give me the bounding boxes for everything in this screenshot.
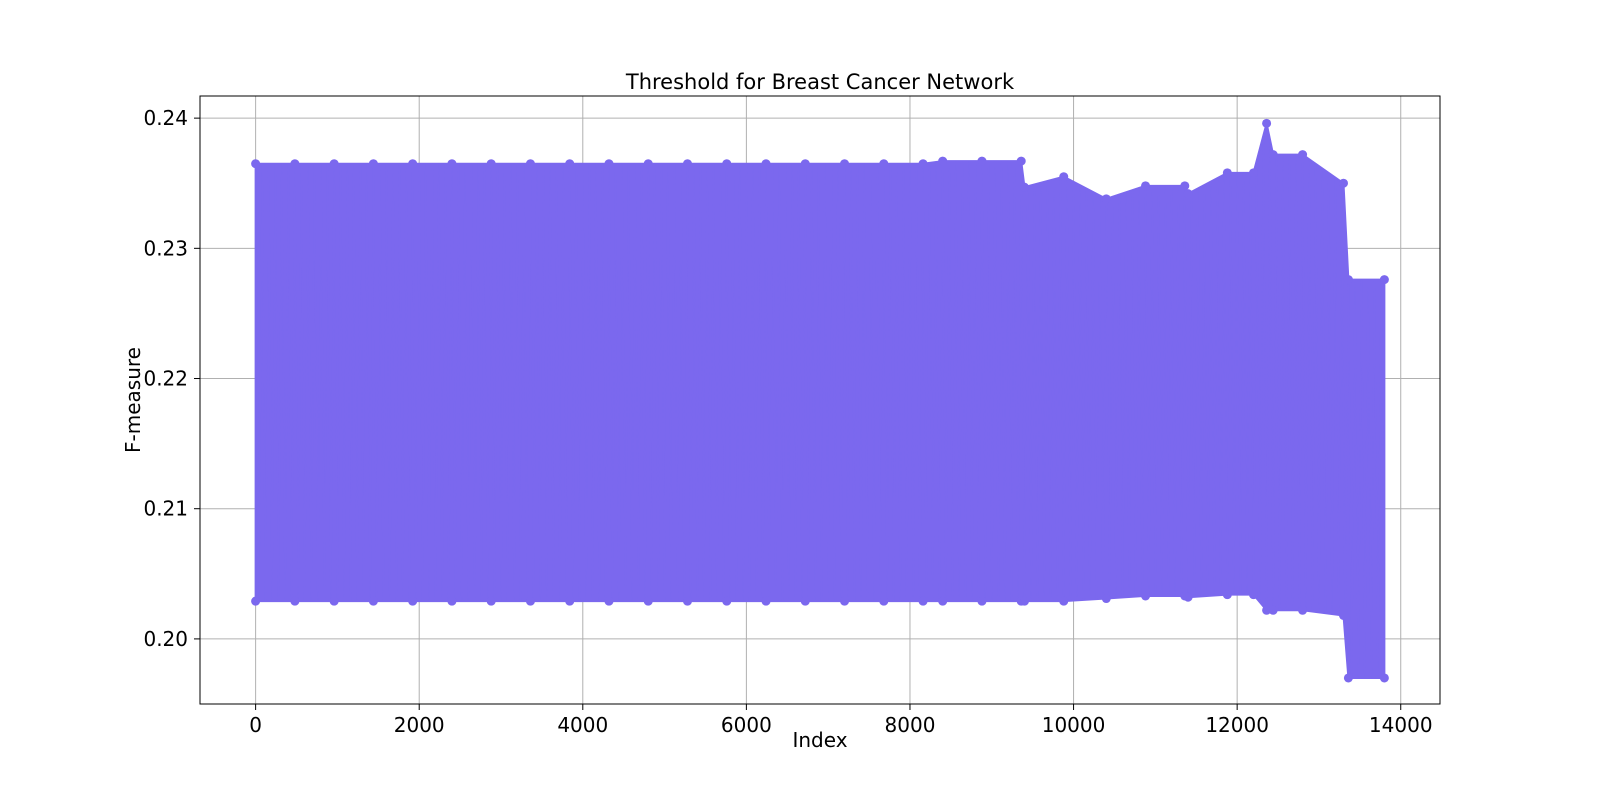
series-point-min (251, 596, 261, 606)
series-point-max (682, 159, 692, 169)
series-point-max (1262, 118, 1272, 128)
y-tick-label: 0.22 (143, 367, 188, 391)
series-point-min (761, 596, 771, 606)
series-line (254, 135, 1386, 678)
series-point-min (525, 596, 535, 606)
series-point-max (1343, 275, 1353, 285)
series-point-max (447, 159, 457, 169)
series-point-max (368, 159, 378, 169)
series-point-max (329, 159, 339, 169)
series-point-max (977, 156, 987, 166)
series-point-max (1379, 275, 1389, 285)
series-point-min (329, 596, 339, 606)
series-point-max (722, 159, 732, 169)
series-point-max (486, 159, 496, 169)
series-point-min (879, 596, 889, 606)
x-axis-label: Index (792, 728, 847, 752)
series-point-min (938, 596, 948, 606)
series-point-max (1059, 172, 1069, 182)
series-point-min (1268, 605, 1278, 615)
y-axis-label: F-measure (121, 347, 145, 453)
x-tick-label: 2000 (394, 713, 445, 737)
series-point-max (1338, 178, 1348, 188)
series-point-min (977, 596, 987, 606)
series-point-min (1343, 673, 1353, 683)
series-point-max (1019, 182, 1029, 192)
series-point-min (1222, 590, 1232, 600)
series-point-max (525, 159, 535, 169)
series-point-max (1268, 150, 1278, 160)
data-layer (251, 118, 1389, 683)
x-tick-label: 8000 (885, 713, 936, 737)
y-tick-label: 0.24 (143, 106, 188, 130)
series-point-min (408, 596, 418, 606)
series-point-max (879, 159, 889, 169)
series-point-min (800, 596, 810, 606)
series-point-max (1298, 150, 1308, 160)
series-point-max (643, 159, 653, 169)
series-point-max (938, 156, 948, 166)
series-point-min (1338, 610, 1348, 620)
series-point-max (408, 159, 418, 169)
series-point-min (368, 596, 378, 606)
series-point-max (604, 159, 614, 169)
series-point-max (918, 159, 928, 169)
series-point-max (840, 159, 850, 169)
series-point-max (1101, 194, 1111, 204)
x-tick-label: 0 (249, 713, 262, 737)
series-point-max (565, 159, 575, 169)
series-point-max (1222, 168, 1232, 178)
series-point-max (761, 159, 771, 169)
series-point-min (604, 596, 614, 606)
series-point-max (1141, 181, 1151, 191)
x-tick-label: 12000 (1205, 713, 1269, 737)
series-point-min (447, 596, 457, 606)
x-tick-label: 14000 (1369, 713, 1433, 737)
series-point-max (1183, 189, 1193, 199)
series-point-min (643, 596, 653, 606)
series-point-min (1249, 590, 1259, 600)
series-point-max (1016, 156, 1026, 166)
series-point-min (1019, 596, 1029, 606)
series-point-min (722, 596, 732, 606)
x-tick-label: 10000 (1042, 713, 1106, 737)
series-point-min (290, 596, 300, 606)
series-point-min (1379, 673, 1389, 683)
series-point-min (486, 596, 496, 606)
series-point-max (1180, 181, 1190, 191)
y-tick-label: 0.20 (143, 627, 188, 651)
y-tick-label: 0.23 (143, 236, 188, 260)
plot-area-frame (199, 95, 1441, 705)
chart-title: Threshold for Breast Cancer Network (625, 70, 1015, 94)
series-point-min (1262, 605, 1272, 615)
series-point-max (800, 159, 810, 169)
series-point-min (565, 596, 575, 606)
series-point-min (1141, 591, 1151, 601)
series-point-min (1059, 596, 1069, 606)
tick-layer: 0 2000 4000 6000 8000 10000 12000 14000 0.20 0.21… (143, 106, 1432, 737)
series-point-min (840, 596, 850, 606)
series-point-max (1249, 168, 1259, 178)
x-tick-label: 4000 (557, 713, 608, 737)
series-point-max (251, 159, 261, 169)
series-point-min (1183, 592, 1193, 602)
series-point-min (682, 596, 692, 606)
series-point-max (290, 159, 300, 169)
series-point-min (918, 596, 928, 606)
x-tick-label: 6000 (721, 713, 772, 737)
series-point-min (1101, 594, 1111, 604)
series-point-min (1298, 605, 1308, 615)
y-tick-label: 0.21 (143, 497, 188, 521)
